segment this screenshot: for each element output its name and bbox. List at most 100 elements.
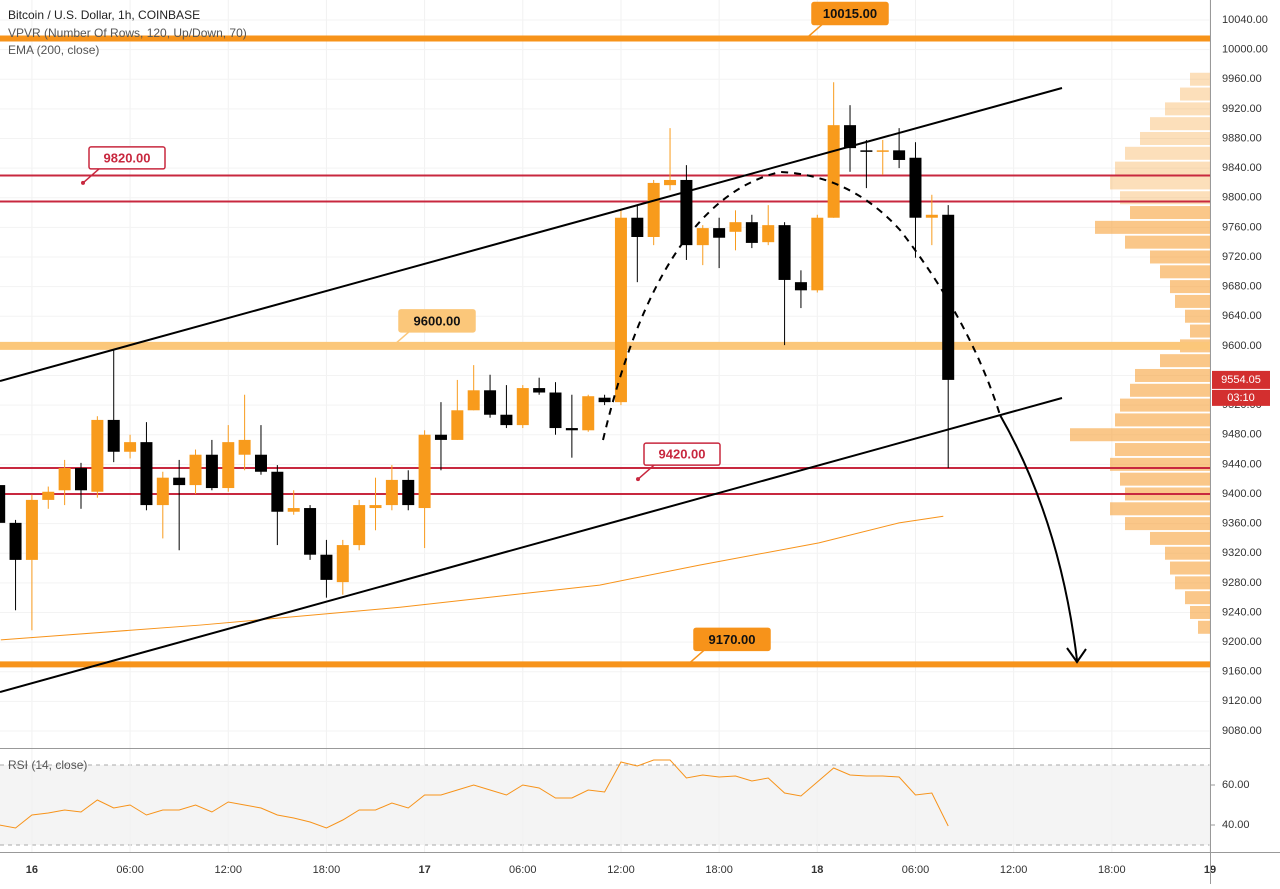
last-price-label: 9554.05 (1221, 374, 1261, 386)
x-tick-label: 12:00 (1000, 864, 1028, 876)
candle-body (222, 442, 235, 489)
candle-body (287, 508, 300, 512)
candle-body (729, 222, 742, 232)
volume-profile-bar (1120, 398, 1210, 412)
candle-body (9, 522, 22, 560)
label-pointer (687, 649, 705, 665)
candle-body (484, 390, 497, 415)
volume-profile-bar (1125, 146, 1210, 160)
candle-body (418, 434, 431, 509)
volume-profile-bar (1130, 383, 1210, 397)
candle-body (680, 179, 693, 246)
volume-profile-bar (1190, 72, 1210, 86)
last-price-box (1212, 370, 1270, 389)
label-pointer (805, 23, 823, 40)
level-label: 9170.00 (709, 632, 756, 647)
indicator-label: VPVR (Number Of Rows, 120, Up/Down, 70) (8, 26, 247, 40)
candle-body (320, 554, 333, 580)
x-tick-label: 06:00 (902, 864, 930, 876)
candle-body (58, 468, 71, 491)
volume-profile-bar (1150, 117, 1210, 131)
x-tick-label: 18:00 (313, 864, 341, 876)
candle-body (156, 477, 169, 506)
level-label: 9820.00 (104, 150, 151, 165)
candle-body (189, 454, 202, 486)
y-tick-label: 9200.00 (1222, 636, 1262, 648)
y-tick-label: 9680.00 (1222, 281, 1262, 293)
volume-profile-bar (1160, 265, 1210, 279)
volume-profile-bar (1125, 235, 1210, 249)
volume-profile-bar (1165, 102, 1210, 116)
volume-profile-bar (1190, 605, 1210, 619)
rsi-line (0, 759, 949, 829)
candle-body (942, 214, 955, 380)
level-label-box (88, 146, 166, 170)
x-tick-label: 18 (811, 864, 823, 876)
x-tick-label: 16 (26, 864, 38, 876)
candle-body (696, 228, 709, 246)
countdown-box (1212, 389, 1270, 406)
level-label-box (398, 309, 476, 333)
candle-body (582, 396, 595, 431)
y-tick-label: 9480.00 (1222, 429, 1262, 441)
x-tick-label: 18:00 (1098, 864, 1126, 876)
label-pointer (392, 331, 410, 347)
y-tick-label: 9360.00 (1222, 518, 1262, 530)
level-label: 9600.00 (414, 313, 461, 328)
x-tick-label: 12:00 (214, 864, 242, 876)
volume-profile-bar (1110, 176, 1210, 190)
y-tick-label: 9640.00 (1222, 310, 1262, 322)
candle-body (124, 442, 137, 452)
volume-profile-bar (1120, 472, 1210, 486)
drawings (0, 87, 1087, 693)
candle-body (173, 477, 186, 486)
level-label: 9420.00 (659, 447, 706, 462)
candle-body (713, 228, 726, 238)
indicator-label: EMA (200, close) (8, 43, 99, 57)
y-tick-label: 9280.00 (1222, 577, 1262, 589)
label-pointer (82, 168, 100, 184)
y-tick-label: 9160.00 (1222, 666, 1262, 678)
volume-profile-bar (1130, 206, 1210, 220)
volume-profile-bar (1150, 250, 1210, 264)
y-tick-label: 9760.00 (1222, 221, 1262, 233)
label-anchor (804, 36, 808, 41)
y-tick-label: 9800.00 (1222, 192, 1262, 204)
y-tick-label: 9240.00 (1222, 606, 1262, 618)
candle-body (631, 217, 644, 237)
volume-profile-bar (1190, 324, 1210, 338)
channel-lower (0, 397, 1063, 693)
volume-profile-bar (1125, 517, 1210, 531)
candle-body (925, 214, 938, 218)
channel-upper (0, 87, 1063, 382)
x-tick-label: 06:00 (116, 864, 144, 876)
countdown-label: 03:10 (1227, 392, 1255, 404)
candle-body (762, 225, 775, 243)
volume-profile-bar (1185, 591, 1210, 605)
x-tick-label: 18:00 (705, 864, 733, 876)
candle-body (353, 505, 366, 546)
candle-body (614, 217, 627, 403)
arrow-head (1066, 647, 1087, 664)
ema-line (0, 515, 944, 641)
y-tick-label: 9440.00 (1222, 458, 1262, 470)
background (0, 0, 1211, 852)
candle-body (140, 442, 153, 506)
volume-profile-bar (1150, 531, 1210, 545)
candle-body (467, 390, 480, 411)
level-label-box (811, 1, 889, 26)
y-tick-label: 10040.00 (1222, 14, 1268, 26)
candle-body (516, 388, 529, 426)
candle-body (598, 397, 611, 403)
candle-body (434, 434, 447, 440)
volume-profile-bar (1175, 294, 1210, 308)
candle-body (25, 499, 38, 560)
candle-body (876, 150, 889, 152)
rsi-label: RSI (14, close) (8, 758, 87, 772)
volume-profile-bar (1110, 502, 1210, 516)
volume-profile-bar (1115, 443, 1210, 457)
candle-body (893, 150, 906, 160)
volume-profile-bar (1160, 354, 1210, 368)
